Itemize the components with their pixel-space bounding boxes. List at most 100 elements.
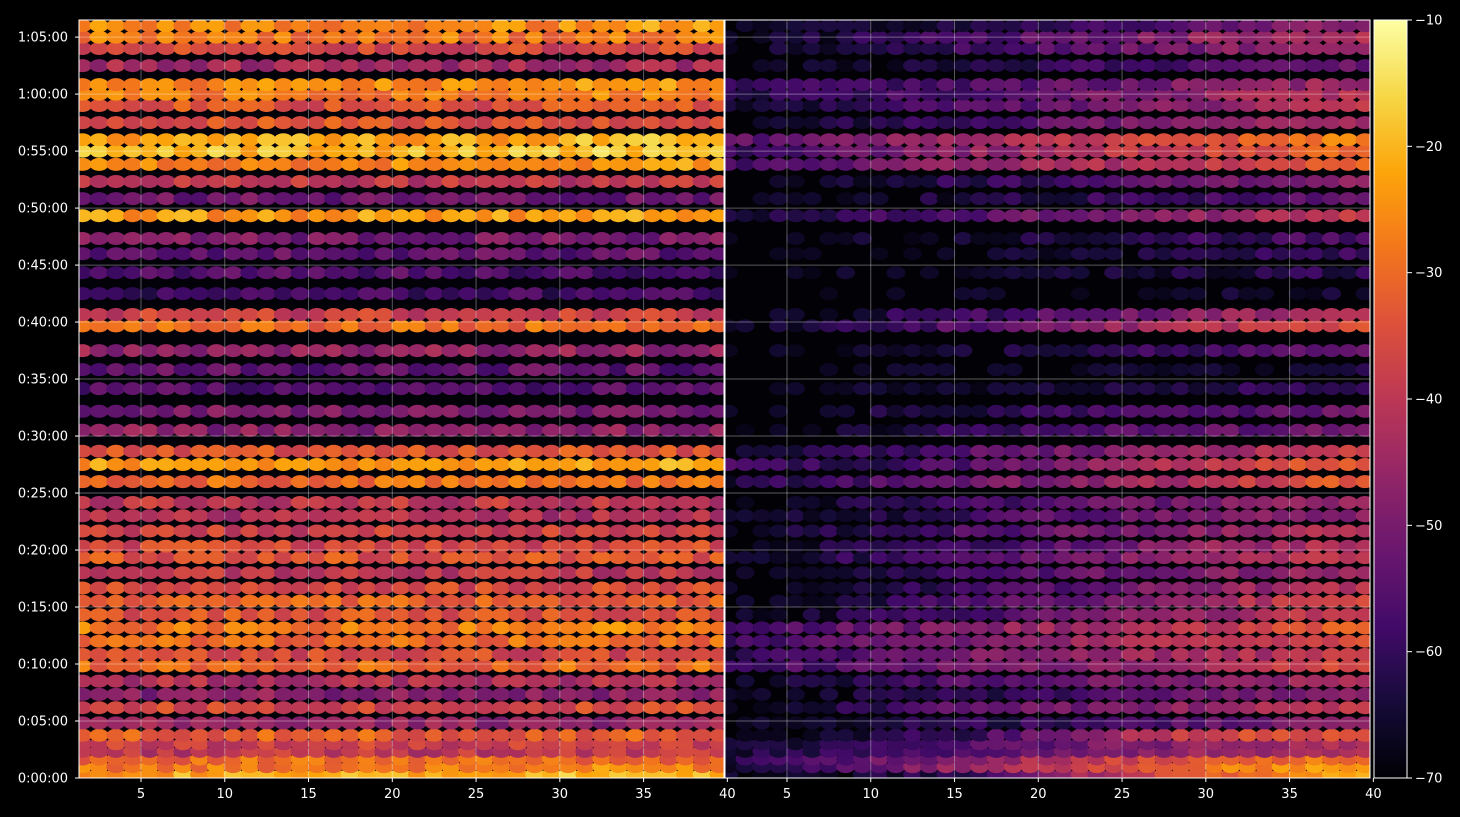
heatmap-cell: [458, 404, 478, 418]
heatmap-cell: [1187, 157, 1207, 171]
heatmap-cell: [106, 308, 126, 321]
heatmap-cell: [1087, 608, 1107, 622]
heatmap-cell: [769, 539, 789, 553]
heatmap-cell: [441, 319, 461, 333]
heatmap-cell: [575, 30, 595, 44]
heatmap-cell: [139, 78, 159, 92]
heatmap-cell: [424, 659, 444, 673]
heatmap-cell: [407, 87, 427, 101]
heatmap-cell: [508, 232, 528, 245]
heatmap-cell: [139, 594, 159, 608]
heatmap-cell: [190, 674, 210, 688]
heatmap-cell: [1221, 232, 1241, 245]
heatmap-cell: [391, 382, 411, 396]
heatmap-cell: [592, 144, 612, 158]
heatmap-cell: [625, 308, 645, 321]
heatmap-cell: [558, 363, 578, 377]
heatmap-cell: [1338, 728, 1358, 742]
heatmap-cell: [819, 524, 839, 538]
heatmap-cell: [206, 524, 226, 538]
heatmap-cell: [936, 551, 956, 565]
heatmap-cell: [642, 192, 662, 206]
heatmap-cell: [106, 659, 126, 673]
heatmap-cell: [1204, 30, 1224, 44]
heatmap-cell: [1171, 133, 1191, 147]
heatmap-cell: [340, 287, 360, 301]
heatmap-cell: [725, 266, 738, 280]
heatmap-cell: [290, 566, 310, 580]
heatmap-cell: [659, 444, 679, 458]
heatmap-cell: [357, 608, 377, 622]
heatmap-cell: [123, 594, 143, 608]
heatmap-cell: [802, 116, 822, 130]
heatmap-cell: [257, 116, 277, 130]
heatmap-cell: [802, 144, 822, 158]
heatmap-cell: [869, 621, 889, 635]
heatmap-cell: [357, 458, 377, 471]
heatmap-cell: [290, 266, 310, 280]
heatmap-cell: [407, 99, 427, 112]
heatmap-cell: [836, 539, 856, 553]
heatmap-cell: [491, 659, 511, 673]
heatmap-cell: [474, 232, 494, 245]
heatmap-cell: [1204, 42, 1224, 55]
heatmap-cell: [156, 634, 176, 648]
heatmap-cell: [785, 266, 805, 280]
heatmap-cell: [1204, 209, 1224, 223]
heatmap-cell: [424, 247, 444, 261]
heatmap-cell: [1120, 30, 1140, 44]
heatmap-cell: [1204, 266, 1224, 280]
heatmap-cell: [625, 266, 645, 280]
colorbar-tick-label: −20: [1415, 140, 1442, 155]
heatmap-cell: [89, 30, 109, 44]
heatmap-cell: [735, 621, 755, 635]
heatmap-cell: [1137, 209, 1157, 223]
heatmap-cell: [1238, 539, 1258, 553]
heatmap-cell: [391, 116, 411, 130]
heatmap-cell: [558, 287, 578, 301]
heatmap-cell: [324, 116, 344, 130]
heatmap-cell: [852, 157, 872, 171]
heatmap-cell: [206, 566, 226, 580]
heatmap-cell: [735, 509, 755, 523]
heatmap-cell: [936, 20, 956, 33]
heatmap-cell: [1322, 157, 1341, 171]
heatmap-cell: [735, 634, 755, 648]
heatmap-cell: [106, 20, 126, 33]
heatmap-cell: [424, 423, 444, 437]
heatmap-cell: [802, 99, 822, 112]
heatmap-cell: [307, 404, 327, 418]
heatmap-cell: [903, 496, 923, 509]
heatmap-cell: [257, 30, 277, 44]
heatmap-cell: [852, 716, 872, 730]
heatmap-cell: [1355, 404, 1370, 418]
heatmap-cell: [558, 475, 578, 489]
heatmap-cell: [625, 209, 645, 223]
heatmap-cell: [1171, 551, 1191, 565]
heatmap-cell: [1271, 509, 1291, 523]
heatmap-cell: [240, 728, 260, 742]
heatmap-cell: [1003, 581, 1023, 595]
heatmap-cell: [89, 287, 109, 301]
heatmap-cell: [458, 687, 478, 701]
heatmap-cell: [769, 634, 789, 648]
heatmap-cell: [79, 594, 92, 608]
heatmap-cell: [558, 78, 578, 92]
heatmap-cell: [1288, 363, 1308, 377]
heatmap-cell: [1187, 247, 1207, 261]
heatmap-cell: [424, 175, 444, 188]
heatmap-cell: [676, 634, 695, 648]
heatmap-cell: [1322, 382, 1341, 396]
heatmap-cell: [1154, 404, 1174, 418]
heatmap-cell: [752, 87, 772, 101]
heatmap-cell: [1020, 581, 1040, 595]
heatmap-cell: [725, 581, 738, 595]
heatmap-cell: [1238, 116, 1258, 130]
heatmap-cell: [1187, 266, 1207, 280]
heatmap-cell: [970, 659, 990, 673]
heatmap-cell: [173, 308, 193, 321]
heatmap-cell: [340, 701, 360, 715]
heatmap-cell: [324, 78, 344, 92]
heatmap-cell: [625, 157, 645, 171]
heatmap-cell: [785, 30, 805, 44]
